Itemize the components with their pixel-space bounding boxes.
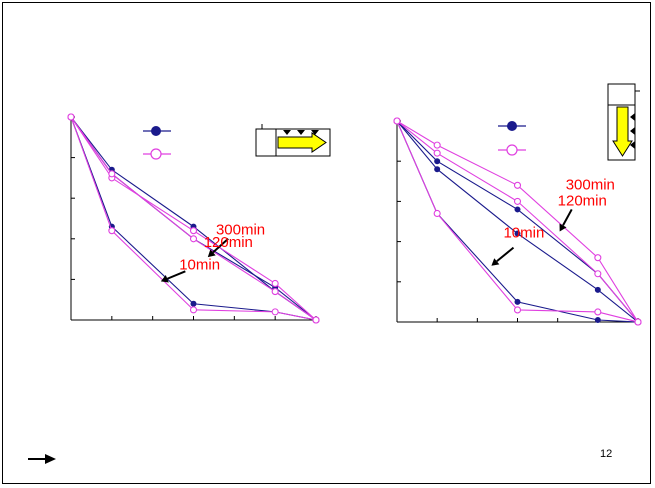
annotation: 120min [204, 234, 253, 251]
annotation-label: 10min [179, 256, 220, 273]
data-point [189, 306, 198, 314]
annotation: 10min [160, 256, 220, 283]
legend-left [143, 126, 171, 160]
annotation: 300min [566, 176, 615, 193]
data-point [433, 149, 441, 157]
data-point [514, 206, 521, 213]
horizontal-flow-box-icon [255, 124, 331, 157]
data-point [271, 279, 279, 288]
data-point [189, 227, 198, 235]
page-number: 12 [600, 448, 613, 460]
annotation: 120min [558, 192, 607, 232]
data-point [594, 308, 602, 316]
series-line [396, 120, 639, 323]
data-point [594, 286, 601, 293]
annotation-arrowhead [207, 249, 216, 258]
right-arrow-icon[interactable] [28, 454, 56, 464]
annotation-label: 120min [204, 234, 253, 251]
data-point [434, 158, 441, 165]
data-point [513, 181, 522, 189]
data-point [312, 316, 320, 324]
data-point [433, 209, 441, 218]
data-point [108, 170, 116, 178]
annotation-arrow [212, 238, 229, 254]
legend-marker-open [506, 144, 518, 156]
data-point [189, 235, 198, 243]
data-point [513, 306, 522, 314]
series-line [396, 120, 639, 323]
data-point [513, 197, 522, 205]
series-6 [393, 117, 642, 326]
data-point [594, 254, 602, 262]
legend-marker-filled [507, 121, 517, 131]
data-point [594, 316, 601, 323]
data-point [634, 318, 642, 326]
annotation-arrow [166, 270, 186, 280]
data-point [190, 300, 197, 307]
series-line [396, 120, 639, 323]
series-line [396, 120, 639, 323]
annotation-arrowhead [491, 258, 500, 266]
annotation-label: 300min [566, 176, 615, 193]
data-point [433, 141, 441, 149]
annotation-label: 120min [558, 192, 607, 209]
annotation-arrow [496, 246, 515, 263]
data-point [594, 270, 602, 278]
data-point [108, 227, 116, 235]
annotation-arrowhead [559, 223, 567, 232]
data-point [67, 113, 75, 121]
data-point [271, 288, 279, 296]
legend-marker-open [150, 148, 162, 160]
data-point [393, 117, 401, 125]
data-point [434, 166, 441, 173]
legend-marker-filled [151, 126, 161, 136]
annotation-arrowhead [160, 275, 169, 283]
annotation: 10min [491, 225, 544, 266]
vertical-flow-box-icon [607, 83, 640, 161]
series-6 [67, 113, 320, 324]
slide [2, 2, 651, 484]
legend-right [498, 121, 526, 156]
annotation-label: 300min [216, 222, 265, 239]
data-point [271, 308, 279, 316]
series-line [396, 120, 639, 323]
annotation: 300min [207, 222, 265, 258]
data-point [514, 298, 521, 305]
annotation-label: 10min [503, 225, 544, 242]
data-point [514, 230, 521, 237]
annotation-arrow [562, 208, 573, 226]
series-line [396, 120, 639, 323]
